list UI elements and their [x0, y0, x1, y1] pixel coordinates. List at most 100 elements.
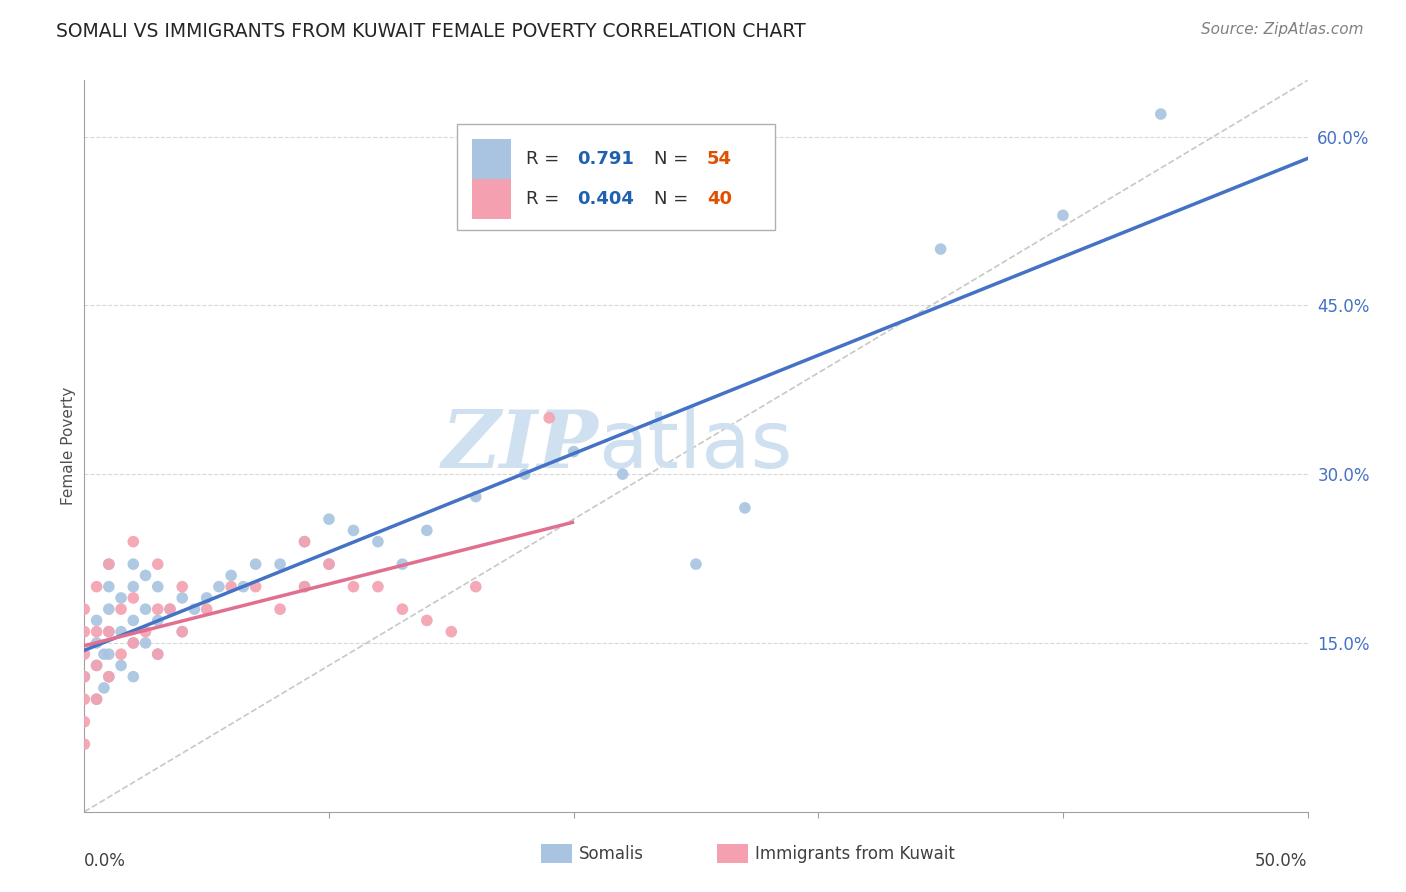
Point	[219, 568, 242, 582]
Text: 54: 54	[707, 150, 733, 168]
Text: Source: ZipAtlas.com: Source: ZipAtlas.com	[1201, 22, 1364, 37]
Point	[294, 534, 316, 549]
Point	[294, 580, 316, 594]
Point	[122, 670, 145, 684]
Text: N =: N =	[654, 190, 695, 208]
Point	[146, 557, 169, 571]
Point	[245, 557, 267, 571]
Point	[97, 670, 120, 684]
Point	[172, 580, 194, 594]
Point	[86, 636, 108, 650]
Point	[122, 591, 145, 605]
Point	[172, 624, 194, 639]
Point	[135, 624, 157, 639]
Point	[294, 580, 316, 594]
Point	[159, 602, 181, 616]
Point	[93, 681, 115, 695]
Point	[122, 580, 145, 594]
Point	[73, 692, 96, 706]
Text: Somalis: Somalis	[579, 845, 644, 863]
Point	[86, 692, 108, 706]
Point	[929, 242, 952, 256]
Point	[97, 580, 120, 594]
Point	[73, 737, 96, 751]
Point	[245, 580, 267, 594]
Point	[97, 557, 120, 571]
Point	[416, 524, 439, 538]
Point	[122, 614, 145, 628]
Point	[110, 658, 132, 673]
Point	[734, 500, 756, 515]
Point	[146, 580, 169, 594]
Point	[172, 624, 194, 639]
Point	[110, 591, 132, 605]
Point	[269, 602, 291, 616]
Point	[73, 670, 96, 684]
Point	[73, 602, 96, 616]
Text: atlas: atlas	[598, 407, 793, 485]
Point	[318, 512, 340, 526]
Point	[86, 614, 108, 628]
Point	[146, 614, 169, 628]
Point	[172, 591, 194, 605]
Point	[464, 580, 486, 594]
Y-axis label: Female Poverty: Female Poverty	[60, 387, 76, 505]
Point	[685, 557, 707, 571]
FancyBboxPatch shape	[472, 139, 512, 179]
Point	[219, 580, 242, 594]
Text: 50.0%: 50.0%	[1256, 852, 1308, 870]
Point	[97, 647, 120, 661]
Point	[391, 557, 413, 571]
Point	[86, 624, 108, 639]
Point	[183, 602, 205, 616]
Point	[513, 467, 536, 482]
Point	[146, 647, 169, 661]
Text: 0.791: 0.791	[578, 150, 634, 168]
Point	[367, 580, 389, 594]
Point	[232, 580, 254, 594]
Point	[73, 670, 96, 684]
Point	[440, 624, 463, 639]
Text: Immigrants from Kuwait: Immigrants from Kuwait	[755, 845, 955, 863]
Point	[208, 580, 231, 594]
Point	[97, 557, 120, 571]
Point	[73, 647, 96, 661]
Point	[122, 557, 145, 571]
Point	[86, 658, 108, 673]
Point	[73, 624, 96, 639]
Text: ZIP: ZIP	[441, 408, 598, 484]
Point	[146, 602, 169, 616]
Point	[146, 647, 169, 661]
Point	[97, 624, 120, 639]
Text: 0.0%: 0.0%	[84, 852, 127, 870]
Point	[464, 490, 486, 504]
Point	[1150, 107, 1173, 121]
Point	[367, 534, 389, 549]
Point	[269, 557, 291, 571]
Point	[342, 580, 364, 594]
Point	[135, 568, 157, 582]
Point	[93, 647, 115, 661]
FancyBboxPatch shape	[472, 179, 512, 219]
Point	[135, 636, 157, 650]
Point	[97, 624, 120, 639]
Text: R =: R =	[526, 150, 565, 168]
Point	[110, 647, 132, 661]
Point	[562, 444, 585, 458]
Point	[97, 670, 120, 684]
FancyBboxPatch shape	[457, 124, 776, 230]
Point	[122, 534, 145, 549]
Point	[73, 714, 96, 729]
Point	[391, 602, 413, 616]
Point	[135, 602, 157, 616]
Point	[318, 557, 340, 571]
Point	[538, 410, 561, 425]
Point	[122, 636, 145, 650]
Point	[612, 467, 634, 482]
Point	[195, 602, 218, 616]
Point	[86, 692, 108, 706]
Point	[318, 557, 340, 571]
Point	[195, 591, 218, 605]
Point	[122, 636, 145, 650]
Text: 40: 40	[707, 190, 733, 208]
